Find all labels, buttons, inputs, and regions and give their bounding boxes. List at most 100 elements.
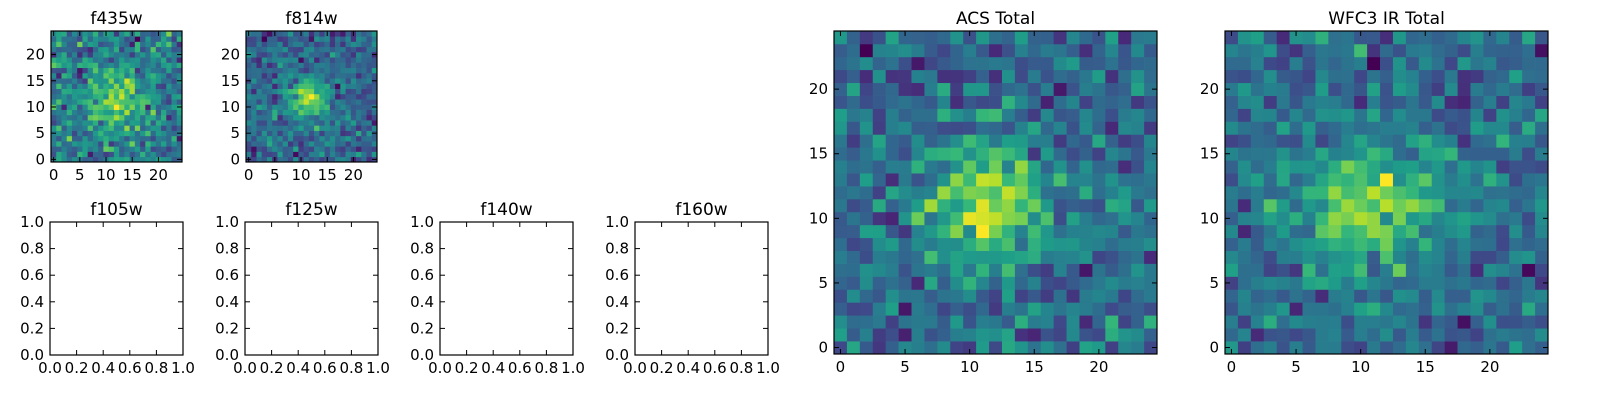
heatmap-cell [1131, 198, 1145, 213]
heatmap-cell [898, 173, 912, 187]
heatmap-cell [1470, 147, 1484, 161]
heatmap-cell [898, 121, 912, 135]
axes-frame [245, 30, 378, 163]
heatmap-cell [1483, 31, 1497, 45]
heatmap-cell [303, 36, 310, 42]
heatmap-cell [1263, 95, 1278, 109]
heatmap-cell [1418, 276, 1433, 290]
heatmap-cell [340, 151, 346, 158]
heatmap-cell [1483, 82, 1497, 96]
heatmap-cell [1496, 108, 1510, 122]
heatmap-cell [51, 57, 57, 63]
heatmap-cell [1457, 341, 1471, 355]
heatmap-cell [166, 46, 172, 53]
y-tick-label: 0.8 [20, 240, 44, 258]
heatmap-cell [859, 341, 874, 355]
heatmap-cell [314, 151, 320, 158]
heatmap-cell [82, 104, 89, 110]
heatmap-cell [1367, 160, 1381, 174]
heatmap-cell [166, 36, 172, 42]
heatmap-cell [287, 109, 294, 116]
heatmap-cell [1418, 31, 1433, 45]
heatmap-cell [1302, 263, 1316, 277]
heatmap-cell [846, 121, 861, 135]
heatmap-cell [859, 121, 874, 135]
heatmap-cell [1418, 250, 1433, 264]
heatmap-cell [1354, 198, 1368, 213]
heatmap-cell [366, 104, 373, 110]
heatmap-cell [898, 224, 912, 239]
heatmap-cell [124, 135, 130, 142]
heatmap-cell [963, 121, 977, 135]
heatmap-cell [1131, 224, 1145, 239]
heatmap-cell [251, 31, 257, 37]
heatmap-cell [885, 289, 899, 303]
heatmap-cell [1237, 198, 1252, 213]
heatmap-cell [340, 88, 346, 95]
heatmap-cell [129, 62, 136, 69]
heatmap-cell [1237, 341, 1252, 355]
heatmap-cell [1457, 186, 1471, 200]
x-tick-label: 10 [1351, 358, 1370, 376]
heatmap-cell [1380, 43, 1394, 58]
heatmap-cell [1457, 43, 1471, 58]
heatmap-cell [1431, 160, 1445, 174]
heatmap-cell [145, 36, 151, 42]
heatmap-cell [1276, 95, 1290, 109]
heatmap-cell [1457, 224, 1471, 239]
heatmap-cell [66, 57, 73, 63]
heatmap-cell [166, 156, 172, 163]
heatmap-cell [924, 237, 938, 251]
heatmap-cell [1276, 302, 1290, 316]
heatmap-cell [859, 160, 874, 174]
heatmap-cell [356, 36, 362, 42]
heatmap-cell [1367, 95, 1381, 109]
heatmap-cell [82, 72, 89, 79]
heatmap-cell [298, 51, 304, 58]
heatmap-cell [834, 95, 848, 109]
heatmap-cell [1431, 341, 1445, 355]
heatmap-cell [924, 341, 938, 355]
heatmap-cell [171, 114, 178, 121]
heatmap-cell [145, 51, 151, 58]
heatmap-cell [145, 120, 151, 126]
heatmap-cell [345, 57, 352, 63]
heatmap-cell [1509, 250, 1523, 264]
x-tick-label: 0.0 [428, 359, 452, 377]
x-tick-label: 0.4 [676, 359, 700, 377]
heatmap-cell [834, 315, 848, 329]
heatmap-cell [976, 328, 990, 342]
heatmap-cell [272, 51, 278, 58]
heatmap-cell [1315, 198, 1329, 213]
heatmap-cell [1118, 211, 1132, 226]
heatmap-cell [1522, 315, 1536, 329]
heatmap-cell [989, 237, 1003, 251]
heatmap-cell [298, 67, 304, 74]
heatmap-cell [350, 141, 357, 147]
heatmap-cell [924, 56, 938, 71]
heatmap-cell [166, 151, 172, 158]
heatmap-cell [350, 130, 357, 137]
heatmap-cell [124, 31, 130, 37]
heatmap-cell [293, 31, 299, 37]
heatmap-cell [1431, 43, 1445, 58]
heatmap-cell [1522, 147, 1536, 161]
heatmap-cell [885, 160, 899, 174]
heatmap-cell [1250, 263, 1265, 277]
heatmap-cell [1014, 160, 1029, 174]
heatmap-cell [1250, 173, 1265, 187]
heatmap-cell [246, 99, 252, 105]
heatmap-cell [963, 224, 977, 239]
heatmap-cell [1418, 198, 1433, 213]
heatmap-cell [345, 99, 352, 105]
heatmap-cell [1225, 82, 1239, 96]
heatmap-cell [324, 62, 331, 69]
heatmap-cell [87, 51, 94, 58]
heatmap-cell [1418, 237, 1433, 251]
heatmap-cell [161, 46, 167, 53]
heatmap-cell [911, 108, 925, 122]
heatmap-cell [1225, 134, 1239, 148]
heatmap-cell [1250, 31, 1265, 45]
heatmap-cell [1001, 56, 1016, 71]
heatmap-cell [1263, 82, 1278, 96]
